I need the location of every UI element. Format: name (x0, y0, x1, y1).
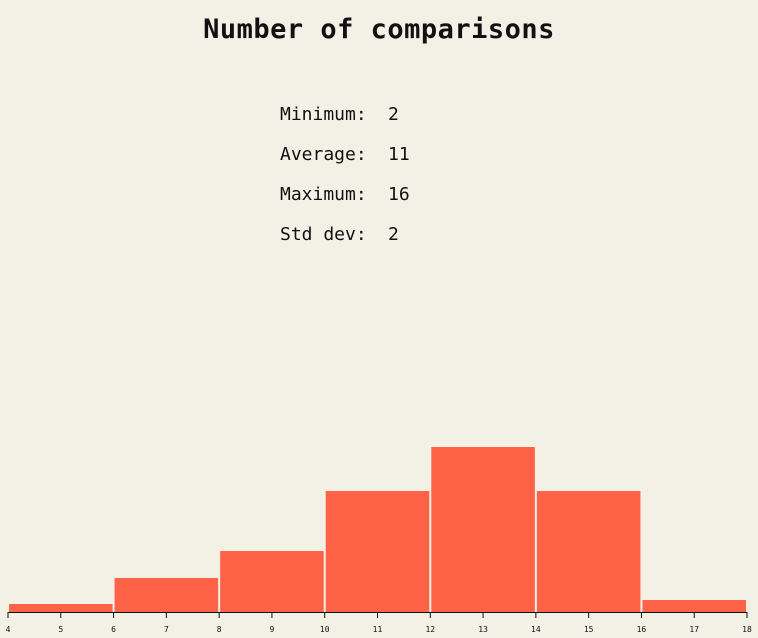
stat-label: Maximum: (280, 184, 367, 205)
histogram-bar-4-6 (9, 604, 113, 612)
stat-label: Average: (280, 144, 367, 165)
histogram-bar-14-16 (536, 491, 641, 612)
stat-label: Minimum: (280, 104, 367, 125)
x-tick-label-8: 8 (217, 625, 222, 634)
x-tick-label-6: 6 (111, 625, 116, 634)
x-tick-label-9: 9 (270, 625, 275, 634)
stat-value: 11 (388, 144, 410, 165)
chart-title: Number of comparisons (203, 14, 555, 45)
histogram-bar-8-10 (220, 551, 324, 612)
stat-row-average: Average: 11 (280, 144, 410, 184)
x-tick-label-5: 5 (58, 625, 63, 634)
stat-row-std-dev: Std dev: 2 (280, 224, 410, 264)
x-tick-label-7: 7 (164, 625, 169, 634)
x-tick-label-15: 15 (584, 625, 594, 634)
x-tick-label-16: 16 (637, 625, 647, 634)
x-tick-label-10: 10 (320, 625, 330, 634)
stats-panel: Minimum: 2 Average: 11 Maximum: 16 Std d… (280, 104, 410, 264)
stat-row-minimum: Minimum: 2 (280, 104, 410, 144)
x-tick-label-11: 11 (373, 625, 383, 634)
x-tick-label-12: 12 (425, 625, 435, 634)
x-tick-label-13: 13 (478, 625, 488, 634)
x-tick-label-14: 14 (531, 625, 541, 634)
x-tick-label-18: 18 (742, 625, 752, 634)
histogram-bar-12-14 (431, 447, 535, 612)
histogram-bar-16-18 (642, 600, 746, 612)
histogram-bar-10-12 (325, 491, 430, 612)
stat-label: Std dev: (280, 224, 367, 245)
stat-value: 16 (388, 184, 410, 205)
x-tick-label-4: 4 (6, 625, 11, 634)
stat-value: 2 (388, 224, 399, 245)
histogram-bar-6-8 (114, 578, 219, 612)
stat-value: 2 (388, 104, 399, 125)
x-tick-label-17: 17 (689, 625, 699, 634)
stat-row-maximum: Maximum: 16 (280, 184, 410, 224)
